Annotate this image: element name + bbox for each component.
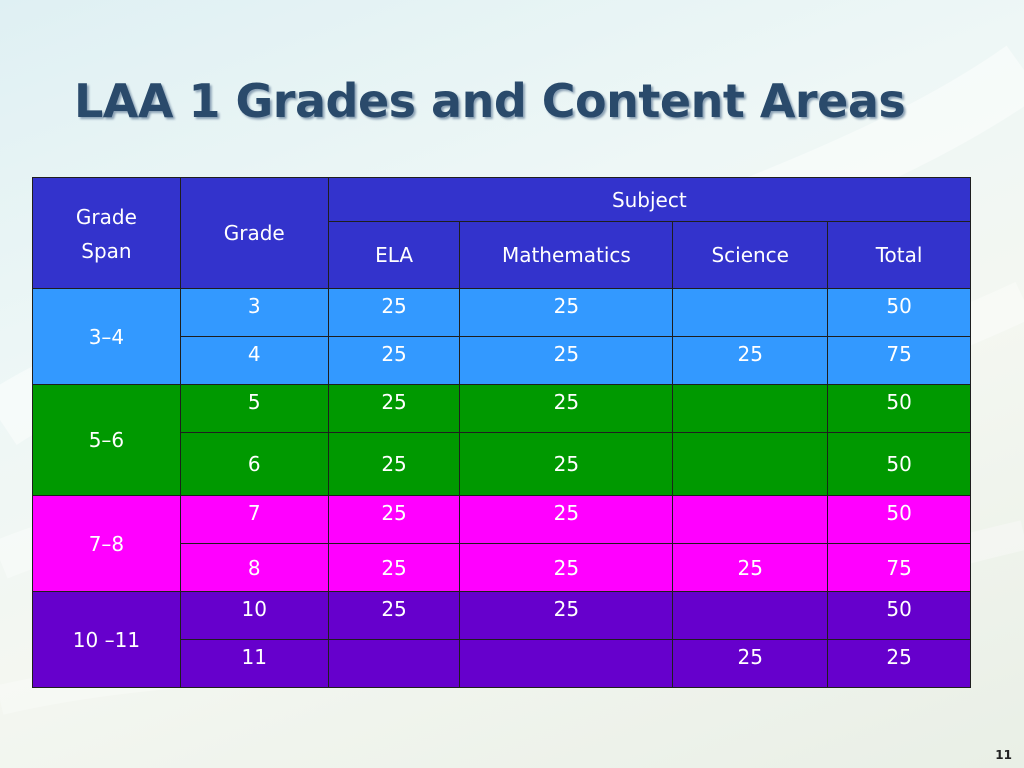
math-cell: 25 — [459, 384, 674, 433]
grade-cell: 4 — [179, 336, 329, 385]
math-cell: 25 — [459, 495, 674, 544]
total-header: Total — [827, 221, 971, 289]
math-cell: 25 — [459, 336, 674, 385]
table-row: 3–4 3 25 25 50 — [32, 288, 971, 385]
grade-span-header: Grade Span — [32, 177, 181, 289]
table-row: 5–6 5 25 25 50 — [32, 384, 971, 496]
ela-cell: 25 — [327, 288, 461, 337]
science-cell — [672, 432, 829, 496]
ela-cell: 25 — [327, 495, 461, 544]
science-cell — [672, 495, 829, 544]
slide-title: LAA 1 Grades and Content Areas — [74, 74, 906, 128]
science-cell: 25 — [672, 336, 829, 385]
grade-cell: 8 — [179, 543, 329, 592]
table-row: 10 –11 10 25 25 50 — [32, 591, 971, 688]
header-row-top: Grade Span Grade Subject — [32, 177, 972, 289]
grade-span-header-line2: Span — [81, 239, 132, 263]
mathematics-header: Mathematics — [459, 221, 674, 289]
math-cell: 25 — [459, 543, 674, 592]
grade-span-cell: 3–4 — [32, 288, 181, 385]
page-number: 11 — [995, 748, 1012, 762]
ela-cell: 25 — [327, 591, 461, 640]
grade-cell: 7 — [179, 495, 329, 544]
science-cell — [672, 288, 829, 337]
math-cell: 25 — [459, 432, 674, 496]
science-cell — [672, 384, 829, 433]
subject-header: Subject — [327, 177, 972, 222]
grade-cell: 5 — [179, 384, 329, 433]
grade-span-cell: 5–6 — [32, 384, 181, 496]
math-cell — [459, 639, 674, 688]
math-cell: 25 — [459, 591, 674, 640]
grade-header: Grade — [179, 177, 329, 289]
total-cell: 75 — [827, 336, 971, 385]
ela-cell: 25 — [327, 384, 461, 433]
grade-cell: 3 — [179, 288, 329, 337]
science-cell — [672, 591, 829, 640]
total-cell: 50 — [827, 432, 971, 496]
total-cell: 50 — [827, 591, 971, 640]
ela-cell: 25 — [327, 336, 461, 385]
grade-span-cell: 10 –11 — [32, 591, 181, 688]
table-row: 8 25 25 25 75 — [32, 543, 971, 592]
ela-cell: 25 — [327, 543, 461, 592]
grade-span-header-line1: Grade — [75, 205, 137, 229]
grade-cell: 10 — [179, 591, 329, 640]
grades-table: Grade Span Grade Subject ELA Mathematics… — [32, 177, 972, 688]
total-cell: 50 — [827, 495, 971, 544]
ela-cell — [327, 639, 461, 688]
science-header: Science — [672, 221, 829, 289]
table-row: 7–8 7 25 25 50 — [32, 495, 971, 592]
math-cell: 25 — [459, 288, 674, 337]
science-cell: 25 — [672, 639, 829, 688]
grade-cell: 6 — [179, 432, 329, 496]
total-cell: 50 — [827, 288, 971, 337]
ela-cell: 25 — [327, 432, 461, 496]
grade-cell: 11 — [179, 639, 329, 688]
total-cell: 50 — [827, 384, 971, 433]
science-cell: 25 — [672, 543, 829, 592]
grade-span-cell: 7–8 — [32, 495, 181, 592]
total-cell: 75 — [827, 543, 971, 592]
total-cell: 25 — [827, 639, 971, 688]
table-row: 4 25 25 25 75 — [32, 336, 971, 385]
table-row: 11 25 25 — [32, 639, 971, 688]
ela-header: ELA — [327, 221, 461, 289]
